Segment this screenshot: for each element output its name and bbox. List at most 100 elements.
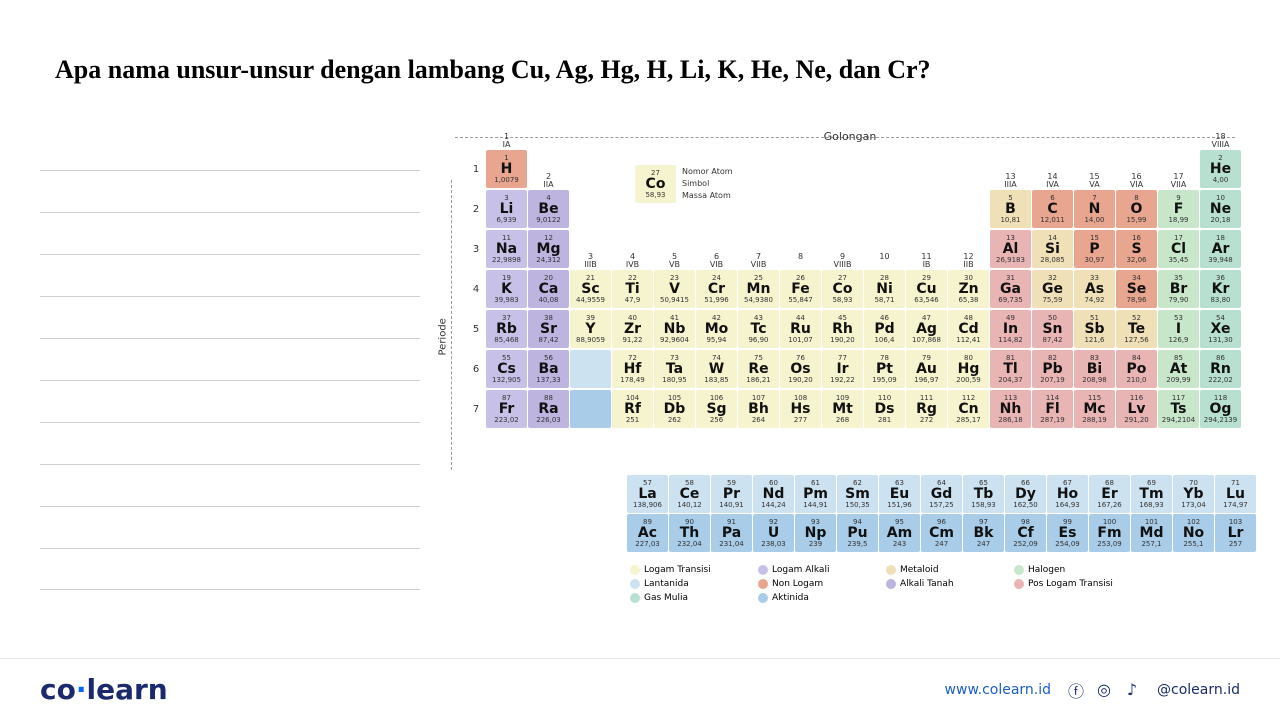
element-cell: 105Db262 xyxy=(654,390,695,428)
element-cell: 9F18,99 xyxy=(1158,190,1199,228)
answer-blanks xyxy=(40,170,420,590)
element-cell: 66Dy162,50 xyxy=(1005,475,1046,513)
element-cell: 111Rg272 xyxy=(906,390,947,428)
element-cell: 10Ne20,18 xyxy=(1200,190,1241,228)
element-cell: 2He4,00 xyxy=(1200,150,1241,188)
element-cell: 1H1,0079 xyxy=(486,150,527,188)
element-cell: 73Ta180,95 xyxy=(654,350,695,388)
element-cell: 52Te127,56 xyxy=(1116,310,1157,348)
element-cell: 108Hs277 xyxy=(780,390,821,428)
element-cell: 110Ds281 xyxy=(864,390,905,428)
element-cell: 33As74,92 xyxy=(1074,270,1115,308)
element-cell: 114Fl287,19 xyxy=(1032,390,1073,428)
element-cell: 77Ir192,22 xyxy=(822,350,863,388)
element-cell: 64Gd157,25 xyxy=(921,475,962,513)
element-cell: 90Th232,04 xyxy=(669,514,710,552)
element-cell: 37Rb85,468 xyxy=(486,310,527,348)
element-cell: 36Kr83,80 xyxy=(1200,270,1241,308)
element-cell: 106Sg256 xyxy=(696,390,737,428)
element-cell: 96Cm247 xyxy=(921,514,962,552)
element-cell: 58Ce140,12 xyxy=(669,475,710,513)
element-cell: 93Np239 xyxy=(795,514,836,552)
element-cell: 55Cs132,905 xyxy=(486,350,527,388)
instagram-icon: ◎ xyxy=(1093,679,1115,701)
element-cell: 4Be9,0122 xyxy=(528,190,569,228)
element-cell: 101Md257,1 xyxy=(1131,514,1172,552)
element-cell: 74W183,85 xyxy=(696,350,737,388)
element-cell xyxy=(570,390,611,428)
element-cell: 61Pm144,91 xyxy=(795,475,836,513)
element-cell: 63Eu151,96 xyxy=(879,475,920,513)
element-cell: 41Nb92,9604 xyxy=(654,310,695,348)
element-cell: 22Ti47,9 xyxy=(612,270,653,308)
element-cell: 53I126,9 xyxy=(1158,310,1199,348)
element-cell: 38Sr87,42 xyxy=(528,310,569,348)
element-cell: 25Mn54,9380 xyxy=(738,270,779,308)
element-cell: 95Am243 xyxy=(879,514,920,552)
element-cell: 102No255,1 xyxy=(1173,514,1214,552)
element-cell: 113Nh286,18 xyxy=(990,390,1031,428)
element-cell: 44Ru101,07 xyxy=(780,310,821,348)
element-cell: 79Au196,97 xyxy=(906,350,947,388)
footer-handle: @colearn.id xyxy=(1157,682,1240,698)
element-cell: 71Lu174,97 xyxy=(1215,475,1256,513)
element-cell: 72Hf178,49 xyxy=(612,350,653,388)
tiktok-icon: ♪ xyxy=(1121,679,1143,701)
element-cell: 69Tm168,93 xyxy=(1131,475,1172,513)
element-cell: 49In114,82 xyxy=(990,310,1031,348)
element-cell: 29Cu63,546 xyxy=(906,270,947,308)
element-cell: 92U238,03 xyxy=(753,514,794,552)
element-cell: 54Xe131,30 xyxy=(1200,310,1241,348)
element-cell: 62Sm150,35 xyxy=(837,475,878,513)
element-cell: 48Cd112,41 xyxy=(948,310,989,348)
element-cell: 20Ca40,08 xyxy=(528,270,569,308)
element-cell: 39Y88,9059 xyxy=(570,310,611,348)
element-cell: 51Sb121,6 xyxy=(1074,310,1115,348)
element-cell: 57La138,906 xyxy=(627,475,668,513)
element-cell: 35Br79,90 xyxy=(1158,270,1199,308)
element-cell: 5B10,81 xyxy=(990,190,1031,228)
element-cell: 59Pr140,91 xyxy=(711,475,752,513)
element-cell: 75Re186,21 xyxy=(738,350,779,388)
footer: co·learn www.colearn.id ⓕ ◎ ♪ @colearn.i… xyxy=(0,658,1280,720)
element-cell: 100Fm253,09 xyxy=(1089,514,1130,552)
element-cell: 109Mt268 xyxy=(822,390,863,428)
element-cell: 89Ac227,03 xyxy=(627,514,668,552)
element-cell xyxy=(570,350,611,388)
element-cell: 117Ts294,2104 xyxy=(1158,390,1199,428)
element-cell: 76Os190,20 xyxy=(780,350,821,388)
element-cell: 65Tb158,93 xyxy=(963,475,1004,513)
element-cell: 14Si28,085 xyxy=(1032,230,1073,268)
element-cell: 28Ni58,71 xyxy=(864,270,905,308)
element-cell: 23V50,9415 xyxy=(654,270,695,308)
element-cell: 60Nd144,24 xyxy=(753,475,794,513)
element-cell: 42Mo95,94 xyxy=(696,310,737,348)
element-cell: 27Co58,93 xyxy=(822,270,863,308)
element-cell: 21Sc44,9559 xyxy=(570,270,611,308)
element-cell: 94Pu239,5 xyxy=(837,514,878,552)
element-cell: 13Al26,9183 xyxy=(990,230,1031,268)
element-cell: 103Lr257 xyxy=(1215,514,1256,552)
element-cell: 34Se78,96 xyxy=(1116,270,1157,308)
element-cell: 112Cn285,17 xyxy=(948,390,989,428)
legend: Logam TransisiLogam AlkaliMetaloidHaloge… xyxy=(630,565,1170,603)
periode-label: Periode xyxy=(438,318,449,355)
element-cell: 43Tc96,90 xyxy=(738,310,779,348)
element-cell: 99Es254,09 xyxy=(1047,514,1088,552)
element-cell: 15P30,97 xyxy=(1074,230,1115,268)
element-cell: 86Rn222,02 xyxy=(1200,350,1241,388)
element-cell: 56Ba137,33 xyxy=(528,350,569,388)
element-cell: 104Rf251 xyxy=(612,390,653,428)
element-cell: 50Sn87,42 xyxy=(1032,310,1073,348)
element-cell: 91Pa231,04 xyxy=(711,514,752,552)
element-cell: 45Rh190,20 xyxy=(822,310,863,348)
element-cell: 26Fe55,847 xyxy=(780,270,821,308)
element-cell: 88Ra226,03 xyxy=(528,390,569,428)
element-cell: 32Ge75,59 xyxy=(1032,270,1073,308)
element-cell: 70Yb173,04 xyxy=(1173,475,1214,513)
element-cell: 118Og294,2139 xyxy=(1200,390,1241,428)
golongan-label: Golongan xyxy=(824,130,877,143)
element-cell: 84Po210,0 xyxy=(1116,350,1157,388)
element-cell: 30Zn65,38 xyxy=(948,270,989,308)
element-cell: 17Cl35,45 xyxy=(1158,230,1199,268)
